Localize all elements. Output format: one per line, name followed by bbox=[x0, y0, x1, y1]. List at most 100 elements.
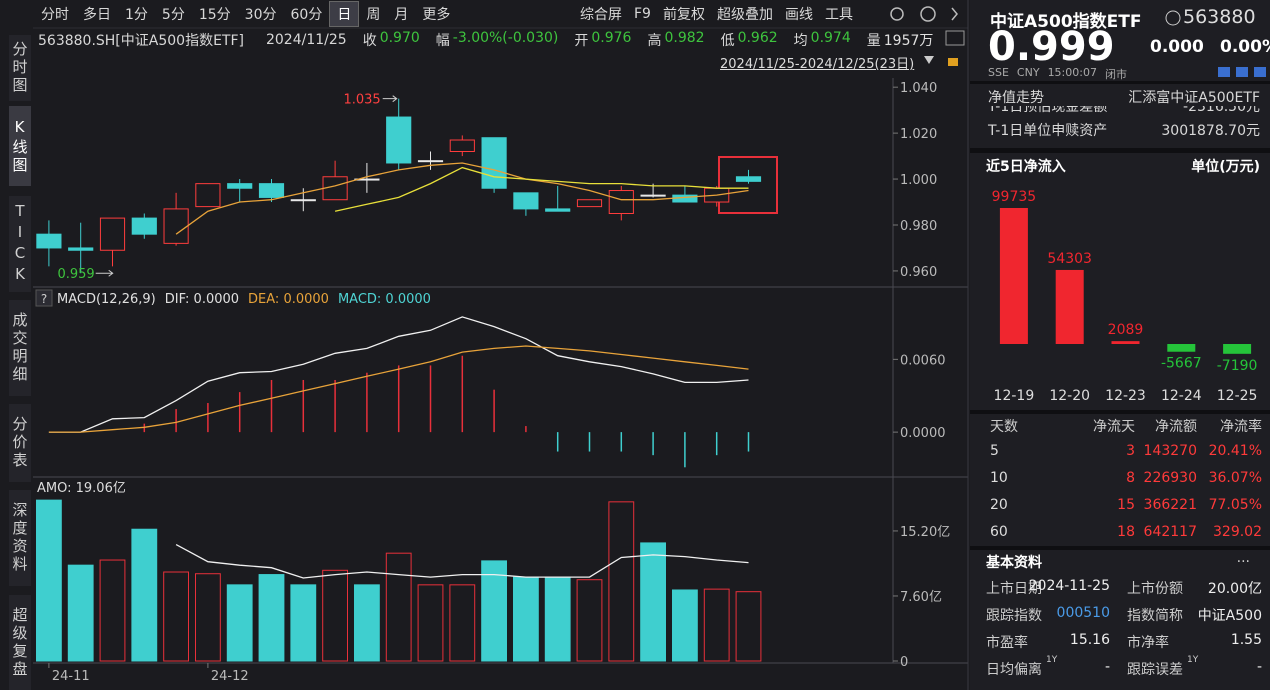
small-icon bbox=[1236, 67, 1248, 77]
field-value: 0.970 bbox=[379, 30, 420, 46]
quote-field: 幅 -3.00%(-0.030) bbox=[436, 30, 559, 50]
inflow-bar bbox=[1111, 341, 1140, 345]
field-label: 量 bbox=[866, 33, 881, 49]
table-cell: 20 bbox=[990, 497, 1008, 513]
volume-bar bbox=[290, 584, 317, 662]
wp-icon[interactable] bbox=[945, 30, 965, 46]
tool-button[interactable]: 画线 bbox=[784, 7, 813, 23]
period-button[interactable]: 60分 bbox=[290, 7, 323, 23]
info-label: 市盈率 bbox=[986, 635, 1028, 651]
max-arrow bbox=[382, 95, 398, 103]
inflow-value: -7190 bbox=[1217, 358, 1258, 374]
range-dropdown[interactable] bbox=[924, 56, 934, 64]
candle-body bbox=[386, 116, 412, 164]
side-tab[interactable]: 分时图 bbox=[9, 35, 31, 101]
volume-bar bbox=[131, 528, 158, 662]
side-tab[interactable]: 分价表 bbox=[9, 404, 31, 482]
table-cell: 642117 bbox=[1143, 524, 1197, 540]
date-range[interactable]: 2024/11/25-2024/12/25(23日) bbox=[720, 57, 915, 72]
inflow-bar bbox=[1055, 269, 1084, 345]
period-button[interactable]: 更多 bbox=[422, 7, 451, 23]
tool-button[interactable]: 超级叠加 bbox=[716, 7, 773, 23]
quote-field: 低 0.962 bbox=[721, 30, 778, 50]
macd-legend: DEA: 0.0000 bbox=[248, 292, 329, 307]
next-icon[interactable] bbox=[951, 7, 958, 21]
field-value: -3.00%(-0.030) bbox=[452, 30, 559, 46]
info-label: 上市份额 bbox=[1127, 581, 1183, 597]
field-value: 0.974 bbox=[810, 30, 851, 46]
candle-body bbox=[576, 199, 603, 208]
period-button[interactable]: 1分 bbox=[125, 7, 148, 23]
help-box bbox=[35, 289, 53, 307]
info-value[interactable]: 000510 bbox=[1056, 605, 1110, 621]
volume-bar bbox=[353, 584, 380, 662]
period-button[interactable]: 日 bbox=[329, 1, 360, 27]
field-value: 0.962 bbox=[737, 30, 778, 46]
volume-bar bbox=[449, 584, 476, 662]
nav-fund: 汇添富中证A500ETF bbox=[1128, 90, 1260, 106]
period-button[interactable]: 15分 bbox=[198, 7, 231, 23]
side-graphics: 9973512-195430312-20208912-23-566712-24-… bbox=[992, 10, 1266, 404]
period-button[interactable]: 月 bbox=[394, 7, 409, 23]
help-icon[interactable] bbox=[920, 6, 936, 22]
field-label: 幅 bbox=[435, 33, 450, 49]
meta-item: CNY bbox=[1016, 66, 1040, 79]
toolbar-icons[interactable] bbox=[890, 6, 970, 365]
tool-button[interactable]: 综合屏 bbox=[580, 7, 622, 23]
candle-body bbox=[417, 160, 444, 163]
info-value: - bbox=[1256, 659, 1262, 675]
inflow-unit: 单位(万元) bbox=[1191, 159, 1260, 175]
table-cell: 天数 bbox=[990, 419, 1018, 435]
tool-button[interactable]: 工具 bbox=[824, 7, 853, 23]
info-value: 2024-11-25 bbox=[1028, 578, 1110, 594]
settings-icon[interactable] bbox=[890, 7, 904, 21]
info-label: 指数简称 bbox=[1127, 608, 1183, 624]
inflow-category: 12-23 bbox=[1105, 388, 1146, 404]
meta-item: SSE bbox=[988, 66, 1009, 79]
side-tab[interactable]: 成交明细 bbox=[9, 300, 31, 396]
table-cell: 净流额 bbox=[1155, 419, 1197, 435]
side-tab[interactable]: TICK bbox=[9, 196, 31, 292]
period-button[interactable]: 多日 bbox=[83, 7, 111, 23]
row-label: T-1日预估现金差额 bbox=[988, 106, 1108, 115]
inflow-value: 54303 bbox=[1047, 251, 1092, 267]
tool-button[interactable]: 前复权 bbox=[662, 7, 705, 23]
inflow-value: -5667 bbox=[1161, 356, 1202, 372]
info-label: 市净率 bbox=[1127, 635, 1169, 651]
info-label: 跟踪指数 bbox=[986, 608, 1042, 624]
candle-body bbox=[545, 208, 571, 212]
volume-bar bbox=[67, 564, 94, 662]
volume-bar bbox=[735, 591, 762, 662]
side-tab[interactable]: 深度资料 bbox=[9, 490, 31, 586]
period-button[interactable]: 5分 bbox=[161, 7, 185, 23]
volume-bar bbox=[703, 588, 730, 662]
volume-legend: AMO: 19.06亿 bbox=[37, 481, 126, 496]
inflow-category: 12-25 bbox=[1217, 388, 1258, 404]
change-pct: 0.00% bbox=[1220, 37, 1270, 57]
field-label: 低 bbox=[720, 33, 735, 49]
row-value: -2316.50元 bbox=[1183, 106, 1260, 115]
info-label: 日均偏离 bbox=[986, 662, 1042, 678]
field-label: 收 bbox=[362, 33, 377, 49]
candle-body bbox=[735, 176, 762, 182]
candle-body bbox=[481, 137, 507, 189]
period-button[interactable]: 周 bbox=[366, 7, 381, 23]
period-button[interactable]: 分时 bbox=[41, 7, 69, 23]
macd-legend: MACD(12,26,9) bbox=[57, 292, 156, 307]
row-value: 3001878.70元 bbox=[1161, 123, 1260, 139]
lock-icon[interactable] bbox=[948, 58, 958, 66]
field-value: 1957万 bbox=[883, 33, 934, 49]
table-cell: 143270 bbox=[1143, 443, 1197, 459]
table-cell: 366221 bbox=[1143, 497, 1197, 513]
side-tab[interactable]: 超级复盘 bbox=[9, 595, 31, 690]
period-button[interactable]: 30分 bbox=[244, 7, 277, 23]
volume-bar bbox=[481, 560, 508, 662]
volume-bar bbox=[512, 576, 539, 662]
volume-bar bbox=[576, 579, 603, 662]
inflow-bar bbox=[999, 207, 1028, 345]
info-value: 1.55 bbox=[1230, 632, 1262, 648]
side-tab[interactable]: K线图 bbox=[9, 106, 31, 186]
separator bbox=[970, 410, 1270, 414]
date: 2024/11/25 bbox=[265, 32, 347, 48]
tool-button[interactable]: F9 bbox=[634, 6, 651, 22]
